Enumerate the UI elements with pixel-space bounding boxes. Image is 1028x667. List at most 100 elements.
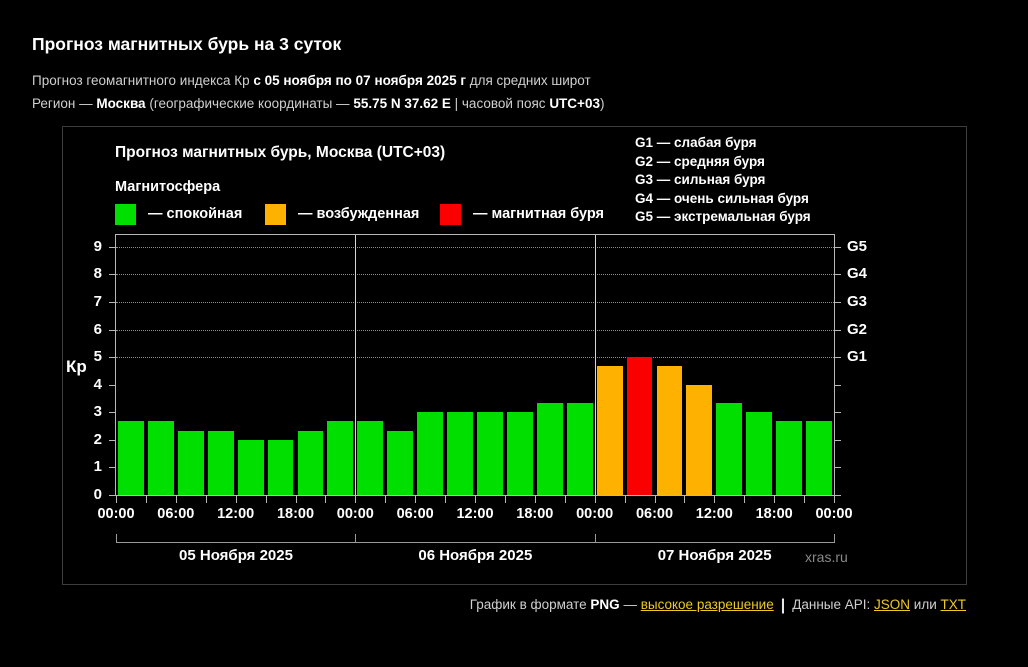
gridline-kp8	[116, 274, 834, 276]
y-tick-label: 2	[93, 430, 102, 448]
x-axis-tick	[325, 496, 327, 503]
right-axis-tick	[834, 412, 841, 414]
subtitle-dates: с 05 ноября по 07 ноября 2025 г	[253, 73, 466, 88]
x-axis-tick	[205, 496, 207, 503]
kp-bar	[626, 357, 653, 495]
kp-bar	[776, 421, 803, 495]
y-axis-tick	[109, 246, 116, 248]
date-label: 05 Ноября 2025	[179, 547, 293, 564]
x-tick-label: 00:00	[576, 506, 614, 522]
x-axis-tick	[774, 496, 776, 503]
magnetosphere-legend: — спокойная — возбужденная — магнитная бур…	[115, 204, 675, 226]
kp-bar	[536, 403, 563, 495]
y-tick-label: 5	[93, 348, 102, 366]
kp-bar	[566, 403, 593, 495]
y-axis-tick	[109, 274, 116, 276]
g-scale-label: G2	[847, 320, 868, 338]
right-axis-tick	[834, 329, 841, 331]
right-axis-tick	[834, 302, 841, 303]
y-tick-label: 3	[93, 403, 102, 421]
legend-label: — спокойная	[148, 206, 243, 222]
x-axis-tick	[624, 496, 626, 503]
right-axis-tick	[834, 274, 841, 276]
kp-bar	[297, 430, 324, 495]
page-title: Прогноз магнитных бурь на 3 суток	[32, 34, 342, 54]
right-axis-tick	[834, 495, 841, 496]
x-axis-tick	[415, 496, 417, 503]
region-timezone: UTC+03	[549, 96, 600, 111]
kp-bar	[177, 430, 204, 495]
day-bracket-line	[116, 542, 834, 543]
region-suffix: )	[599, 96, 605, 111]
kp-bar	[417, 412, 444, 495]
day-separator	[594, 235, 596, 495]
plot-area: 0 1 2 3 4 5 6 7 8 9 G1 G2 G3 G4 G5 00:00 06:00 12:00 18:00…	[94, 234, 867, 522]
day-separator	[355, 235, 357, 495]
y-axis-tick	[109, 439, 116, 441]
region-coords: 55.75 N 37.62 E	[353, 96, 451, 111]
forecast-subtitle: Прогноз геомагнитного индекса Кр с 05 но…	[32, 73, 591, 88]
region-mid1: (географические координаты —	[145, 96, 354, 111]
subtitle-prefix: Прогноз геомагнитного индекса Кр	[32, 73, 254, 88]
g-scale-label: G3	[847, 293, 868, 310]
y-tick-label: 4	[93, 375, 102, 393]
x-axis-tick	[504, 496, 506, 503]
y-axis-title: Кр	[66, 357, 87, 376]
footer-png: PNG	[590, 597, 620, 612]
excited-swatch-icon	[265, 204, 286, 225]
x-axis-tick	[475, 496, 476, 503]
y-axis-tick	[109, 412, 116, 414]
kp-bar	[806, 421, 832, 495]
x-axis-tick	[445, 496, 447, 503]
day-bracket-tick	[355, 534, 357, 543]
g-scale-label: G5	[847, 237, 868, 255]
x-axis-tick	[145, 496, 147, 503]
y-tick-label: 9	[93, 237, 102, 255]
x-axis-tick	[175, 496, 177, 503]
gridline-kp5	[116, 357, 834, 359]
kp-bar	[506, 412, 533, 495]
kp-bar	[387, 430, 414, 495]
kp-bar	[656, 366, 683, 495]
json-link[interactable]: JSON	[874, 597, 911, 612]
kp-bar	[207, 430, 234, 495]
y-tick-label: 1	[93, 458, 102, 476]
y-tick-label: 0	[93, 486, 102, 503]
x-axis-tick	[355, 496, 357, 503]
highres-link[interactable]: высокое разрешение	[640, 597, 774, 612]
legend-label: — возбужденная	[298, 206, 420, 222]
kp-bar	[746, 412, 773, 495]
txt-link[interactable]: TXT	[940, 597, 967, 612]
g-scale-label: G1	[847, 348, 868, 366]
x-tick-label: 00:00	[815, 506, 853, 522]
y-axis-tick	[109, 329, 116, 331]
footer-text3: или	[910, 597, 941, 612]
region-name: Москва	[96, 96, 146, 111]
footer-text1: График в формате	[469, 597, 591, 612]
x-axis-tick	[804, 496, 806, 503]
x-tick-label: 12:00	[217, 506, 255, 522]
x-tick-label: 00:00	[97, 506, 135, 522]
y-axis-tick	[109, 495, 116, 496]
gridline-kp9	[116, 246, 834, 248]
quiet-swatch-icon	[115, 204, 136, 225]
kp-bar	[596, 366, 623, 495]
kp-bar	[357, 421, 384, 495]
kp-bar	[118, 421, 144, 495]
day-bracket-tick	[834, 534, 835, 543]
y-tick-label: 8	[93, 265, 102, 283]
y-axis-tick	[109, 467, 116, 469]
region-prefix: Регион —	[32, 96, 97, 111]
kp-bar	[477, 412, 503, 495]
x-axis-tick	[116, 496, 117, 503]
y-tick-label: 7	[93, 293, 102, 310]
y-axis-tick	[109, 357, 116, 359]
x-axis-tick	[235, 496, 237, 503]
watermark: xras.ru	[805, 549, 848, 565]
region-line: Регион — Москва (географические координа…	[32, 96, 604, 111]
x-axis-tick	[534, 496, 536, 503]
chart-title: Прогноз магнитных бурь, Москва (UTC+03)	[115, 144, 446, 161]
x-axis-tick	[295, 496, 297, 503]
gridline-kp7	[116, 302, 834, 303]
day-bracket-tick	[116, 534, 117, 543]
